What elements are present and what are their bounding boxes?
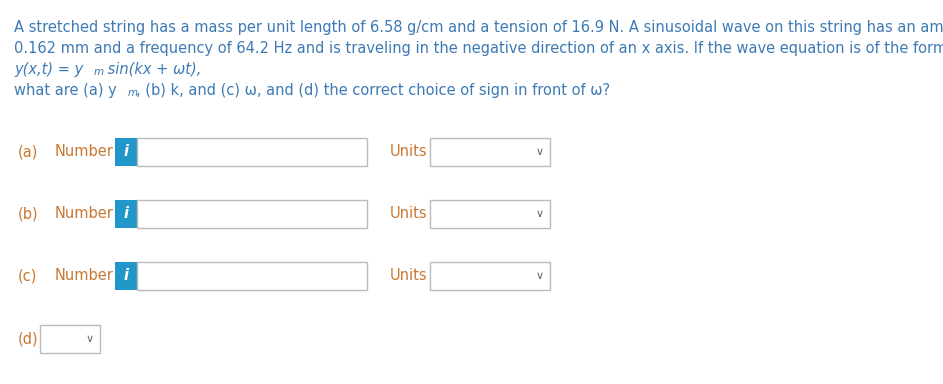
FancyBboxPatch shape [137,138,367,166]
Text: m: m [128,88,138,98]
FancyBboxPatch shape [137,262,367,290]
Text: Number: Number [55,144,114,159]
Text: (c): (c) [18,268,38,283]
Text: Units: Units [390,268,427,283]
FancyBboxPatch shape [137,200,367,228]
Text: ∨: ∨ [536,271,544,281]
FancyBboxPatch shape [115,262,137,290]
Text: i: i [124,144,128,159]
FancyBboxPatch shape [115,138,137,166]
Text: i: i [124,268,128,283]
Text: what are (a) y: what are (a) y [14,83,117,98]
Text: sin(kx + ωt),: sin(kx + ωt), [103,62,202,77]
FancyBboxPatch shape [430,200,550,228]
Text: Units: Units [390,144,427,159]
Text: Units: Units [390,207,427,222]
FancyBboxPatch shape [40,325,100,353]
FancyBboxPatch shape [430,262,550,290]
Text: Number: Number [55,207,114,222]
Text: ∨: ∨ [536,147,544,157]
Text: Number: Number [55,268,114,283]
Text: 0.162 mm and a frequency of 64.2 Hz and is traveling in the negative direction o: 0.162 mm and a frequency of 64.2 Hz and … [14,41,943,56]
Text: ∨: ∨ [536,209,544,219]
Text: ∨: ∨ [86,334,94,344]
Text: y(x,t) = y: y(x,t) = y [14,62,83,77]
Text: i: i [124,207,128,222]
Text: m: m [94,67,104,77]
Text: (b): (b) [18,207,39,222]
Text: (d): (d) [18,331,39,346]
FancyBboxPatch shape [430,138,550,166]
Text: A stretched string has a mass per unit length of 6.58 g/cm and a tension of 16.9: A stretched string has a mass per unit l… [14,20,943,35]
Text: , (b) k, and (c) ω, and (d) the correct choice of sign in front of ω?: , (b) k, and (c) ω, and (d) the correct … [136,83,610,98]
Text: (a): (a) [18,144,39,159]
FancyBboxPatch shape [115,200,137,228]
